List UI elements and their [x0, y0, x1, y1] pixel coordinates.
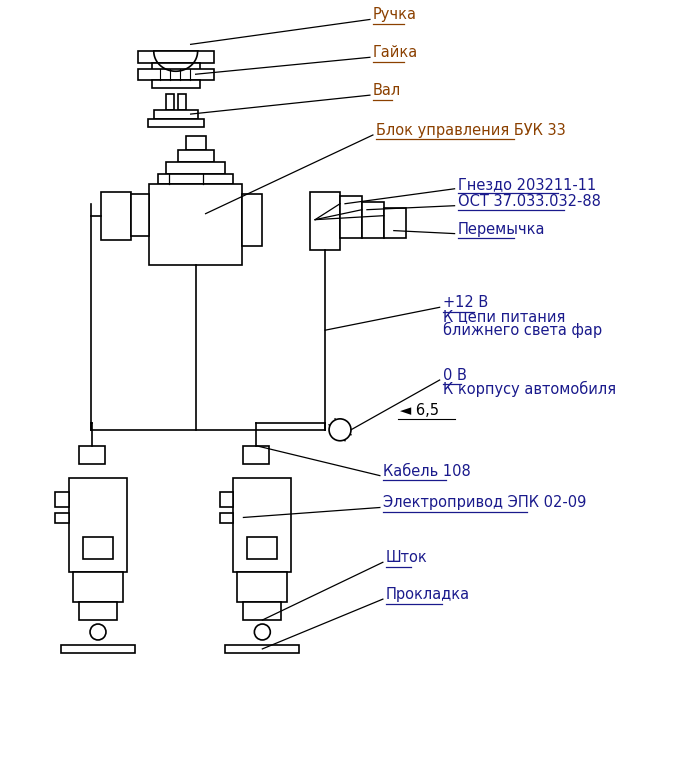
Bar — [340, 196, 362, 238]
Text: Гнездо 203211-11: Гнездо 203211-11 — [457, 177, 596, 192]
Bar — [79, 602, 117, 620]
Bar — [55, 492, 69, 507]
Text: Блок управления БУК 33: Блок управления БУК 33 — [376, 123, 566, 138]
Bar — [83, 537, 113, 559]
Bar — [242, 194, 262, 246]
Polygon shape — [154, 51, 198, 71]
Bar — [138, 70, 214, 80]
Text: Электропривод ЭПК 02-09: Электропривод ЭПК 02-09 — [383, 496, 586, 510]
Bar — [384, 208, 406, 238]
Bar — [149, 184, 242, 265]
Bar — [226, 645, 299, 653]
Bar — [237, 572, 287, 602]
Bar — [55, 513, 69, 523]
Bar — [69, 477, 127, 572]
Circle shape — [329, 419, 351, 441]
Circle shape — [90, 624, 106, 640]
Text: 0 В: 0 В — [443, 368, 466, 383]
Text: +12 В: +12 В — [443, 295, 488, 311]
Bar — [244, 602, 281, 620]
Bar — [148, 119, 203, 127]
Text: ◄ 6,5: ◄ 6,5 — [400, 403, 439, 418]
Bar — [158, 174, 233, 184]
Bar — [178, 94, 186, 110]
Bar — [154, 110, 198, 119]
Text: Гайка: Гайка — [373, 45, 418, 60]
Bar — [138, 51, 214, 63]
Text: ближнего света фар: ближнего света фар — [443, 322, 602, 338]
Text: Ручка: Ручка — [373, 8, 417, 22]
Bar — [101, 192, 131, 239]
Text: Шток: Шток — [386, 550, 428, 565]
Bar — [166, 162, 226, 174]
Bar — [310, 192, 340, 249]
Bar — [219, 513, 233, 523]
Text: Вал: Вал — [373, 83, 401, 98]
Bar — [219, 492, 233, 507]
Text: ОСТ 37.033.032-88: ОСТ 37.033.032-88 — [457, 194, 600, 209]
Bar — [152, 63, 200, 73]
Circle shape — [255, 624, 270, 640]
Bar — [79, 446, 105, 464]
Bar — [186, 136, 205, 150]
Bar — [362, 202, 384, 238]
Bar — [152, 80, 200, 88]
Text: Прокладка: Прокладка — [386, 587, 470, 602]
Text: Перемычка: Перемычка — [457, 222, 545, 236]
Text: К цепи питания: К цепи питания — [443, 309, 565, 324]
Bar — [247, 537, 278, 559]
Bar — [73, 572, 123, 602]
Bar — [178, 150, 214, 162]
Text: К корпусу автомобиля: К корпусу автомобиля — [443, 381, 616, 397]
Text: Кабель 108: Кабель 108 — [383, 464, 471, 479]
Bar — [233, 477, 291, 572]
Bar — [131, 194, 149, 236]
Bar — [244, 446, 269, 464]
Bar — [61, 645, 135, 653]
Bar — [166, 94, 174, 110]
